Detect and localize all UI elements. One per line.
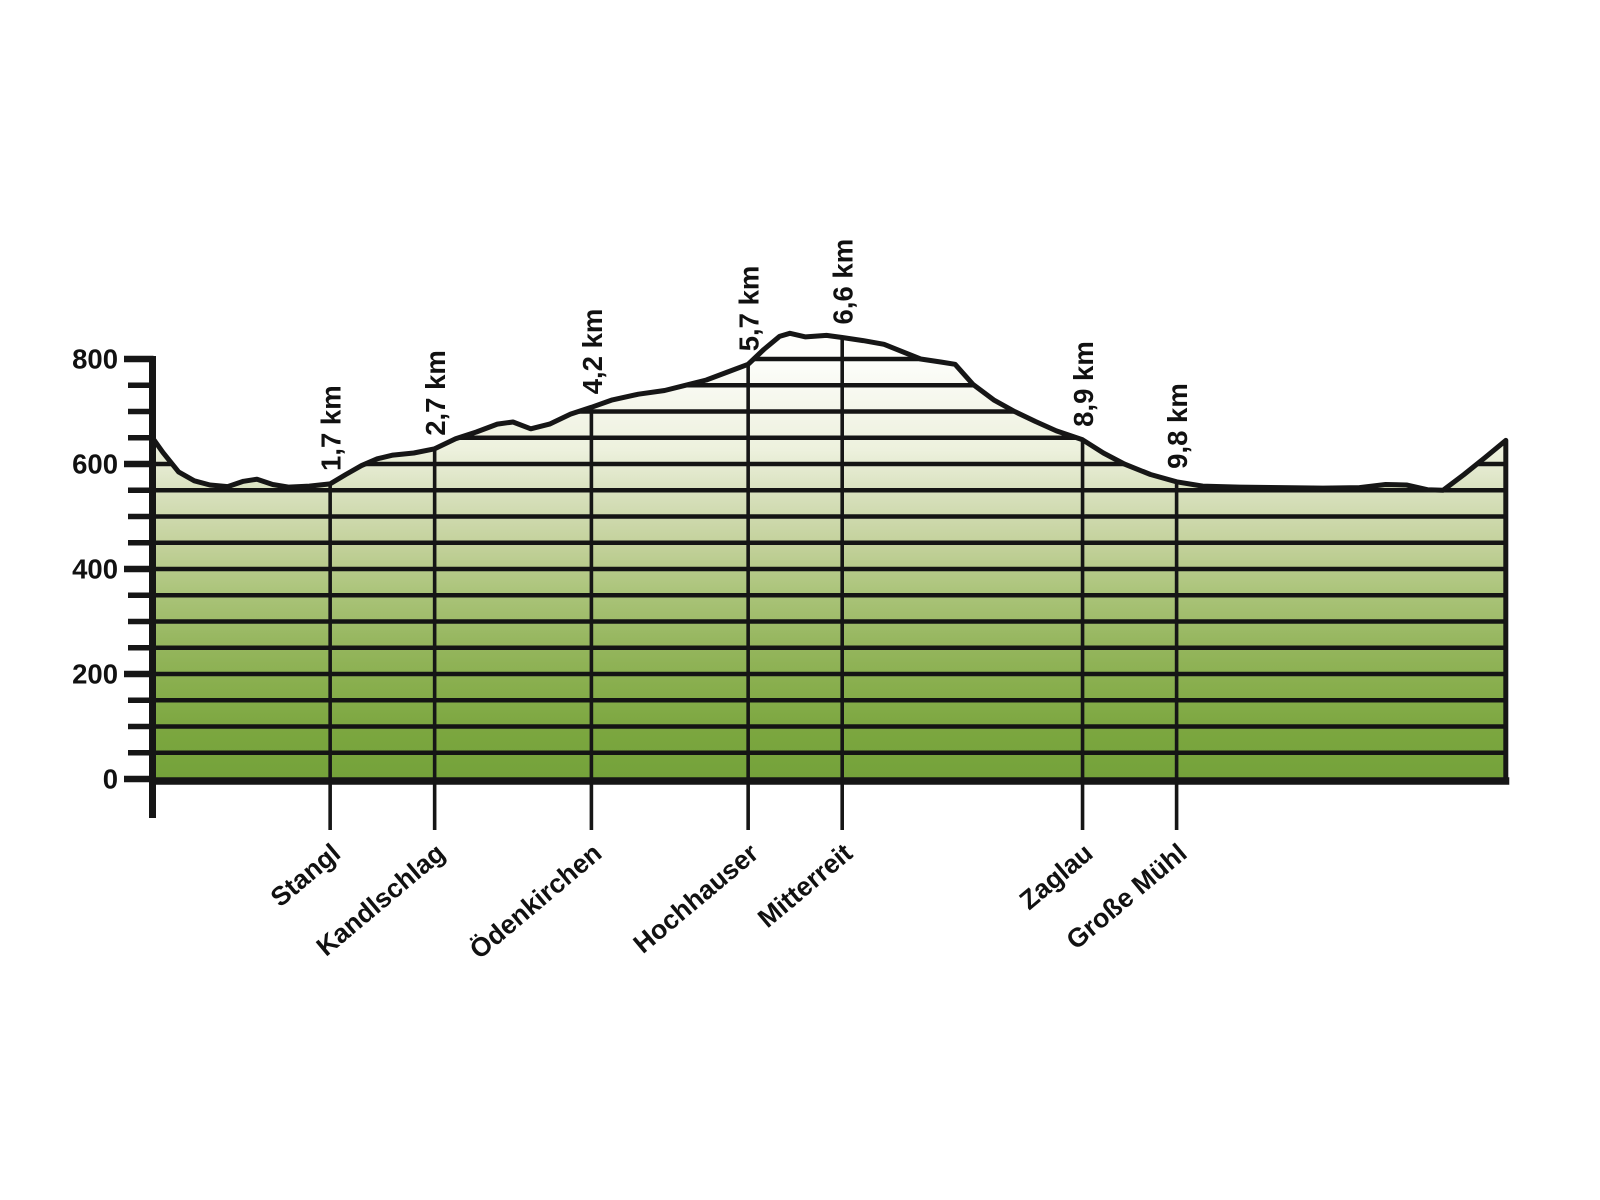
waypoint-name-label: Stangl [265, 838, 346, 913]
y-tick-label: 800 [72, 344, 118, 375]
y-tick-label: 200 [72, 659, 118, 690]
waypoint-distance-label: 5,7 km [734, 266, 765, 352]
waypoint-distance-label: 9,8 km [1162, 383, 1193, 469]
waypoint-name-label: Hochhauser [627, 838, 764, 959]
waypoint-name-label: Mitterreit [752, 838, 858, 934]
area-fill [152, 333, 1506, 779]
waypoint-distance-label: 8,9 km [1068, 341, 1099, 427]
y-tick-label: 0 [103, 764, 118, 795]
waypoint-distance-label: 2,7 km [420, 350, 451, 436]
waypoint-distance-label: 4,2 km [577, 309, 608, 395]
y-tick-label: 400 [72, 554, 118, 585]
waypoint-distance-label: 6,6 km [828, 239, 859, 325]
y-tick-label: 600 [72, 449, 118, 480]
waypoint-distance-label: 1,7 km [316, 385, 347, 471]
waypoint-name-label: Ödenkirchen [464, 838, 607, 965]
waypoint-name-label: Zaglau [1014, 838, 1099, 916]
y-axis: 0 200 400 600 800 [72, 344, 156, 818]
profile-line [150, 330, 1509, 783]
